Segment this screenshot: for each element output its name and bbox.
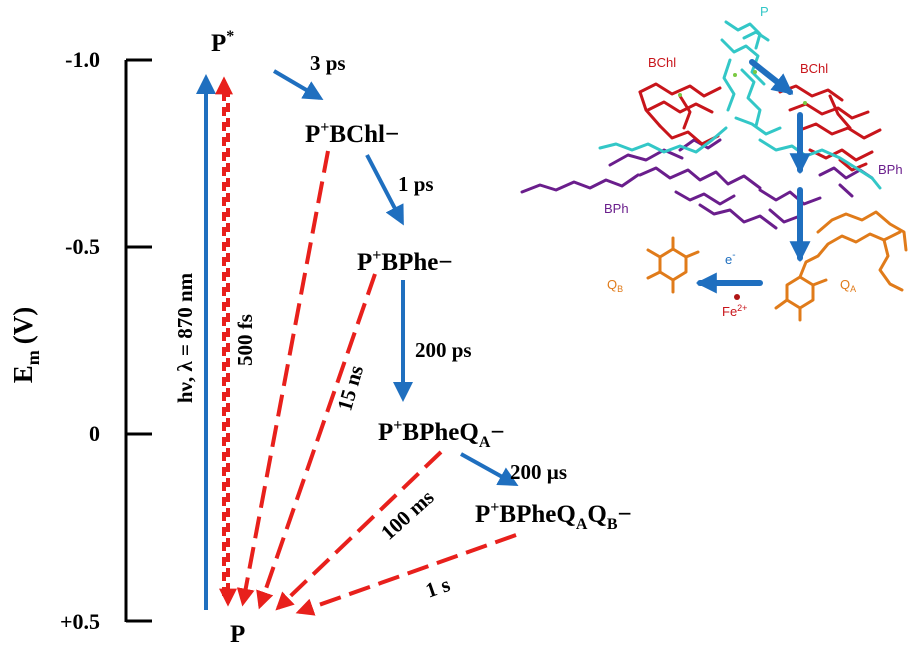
mg-atom — [733, 73, 737, 77]
p-special-pair — [598, 20, 882, 190]
tick-label: 0 — [89, 421, 100, 446]
decay-arrow-qb — [295, 533, 517, 616]
decay-arrows — [215, 76, 517, 616]
rate-3ps: 3 ps — [310, 51, 346, 75]
label-p: P — [760, 4, 769, 19]
transfer-arrow-3ps — [272, 69, 324, 101]
label-qb: QB — [607, 277, 623, 294]
label-bchl-right: BChl — [800, 61, 828, 76]
y-axis-label: Em(V) — [8, 307, 43, 384]
state-p-star: P* — [211, 28, 234, 57]
transfer-arrow-200us — [460, 452, 519, 486]
state-p-qa: P+BPheQA− — [378, 417, 505, 451]
reaction-center-structure: P BChl BChl BPh BPh e- QB QA Fe2+ — [520, 4, 908, 322]
transfer-arrow-1ps — [365, 154, 404, 226]
iron-atom — [734, 294, 740, 300]
tick-label: -1.0 — [65, 47, 100, 72]
label-fe: Fe2+ — [722, 303, 747, 319]
label-bph-left: BPh — [604, 201, 629, 216]
mg-atom — [753, 70, 757, 74]
forward-arrows — [196, 69, 519, 610]
mg-atom — [678, 93, 682, 97]
qa-quinone — [774, 210, 908, 322]
rate-100ms: 100 ms — [376, 485, 438, 545]
inset-transfer-arrow — [749, 59, 794, 95]
label-bchl-left: BChl — [648, 55, 676, 70]
qb-quinone — [646, 236, 700, 294]
state-labels: P* P+BChl− P+BPhe− P+BPheQA− P+BPheQAQB−… — [211, 28, 632, 645]
decay-arrow-qa — [275, 450, 443, 611]
rate-200us: 200 µs — [510, 460, 567, 484]
state-ground-p: P — [230, 621, 245, 645]
rate-500fs: 500 fs — [233, 314, 257, 366]
tick-label: -0.5 — [65, 234, 100, 259]
rate-15ns: 15 ns — [332, 363, 368, 414]
energy-axis: -1.0 -0.5 0 +0.5 Em(V) — [8, 47, 152, 634]
mg-atom — [803, 101, 807, 105]
label-bph-right: BPh — [878, 162, 903, 177]
rate-200ps: 200 ps — [415, 338, 472, 362]
state-p-bphe: P+BPhe− — [357, 247, 453, 276]
decay-arrow-bphe — [256, 273, 377, 610]
state-p-qb: P+BPheQAQB− — [475, 499, 632, 533]
decay-arrow-bchl — [236, 150, 330, 607]
rate-1s: 1 s — [422, 572, 452, 602]
state-p-bchl: P+BChl− — [305, 119, 399, 148]
rate-excitation: hν, λ = 870 nm — [173, 272, 197, 403]
tick-label: +0.5 — [60, 609, 100, 634]
bchl-pigment — [638, 82, 882, 172]
label-electron: e- — [725, 250, 736, 267]
label-qa: QA — [840, 277, 856, 294]
rate-1ps: 1 ps — [398, 172, 434, 196]
